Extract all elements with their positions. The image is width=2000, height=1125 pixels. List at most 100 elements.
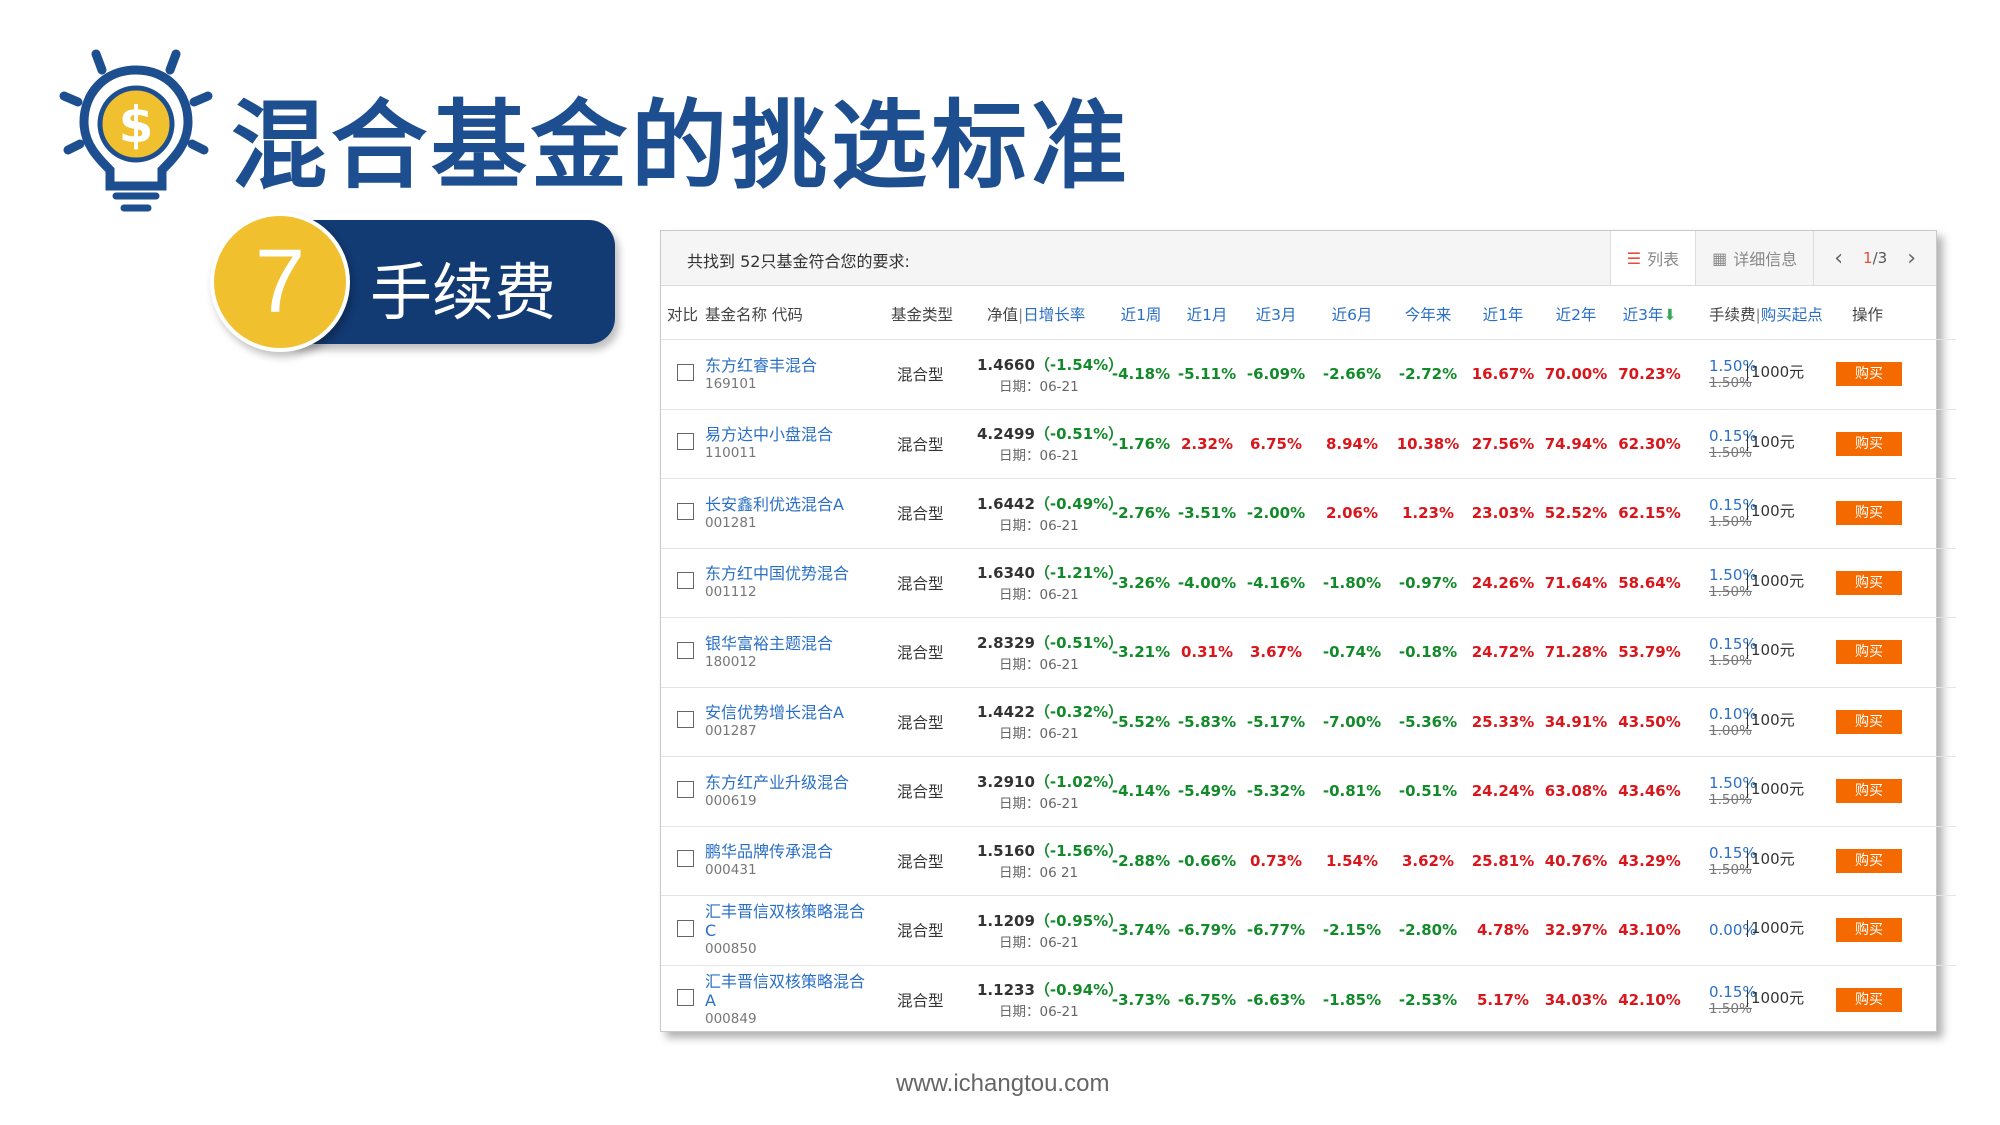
perf-ytd: -2.80% [1390,895,1466,965]
fee-cell: 0.15% 1.50% 100元 [1687,408,1812,479]
compare-checkbox[interactable] [677,502,694,520]
compare-cell [661,408,699,479]
perf-m3: 3.67% [1238,617,1314,687]
buy-button[interactable]: 购买 [1836,501,1902,526]
chevron-left-icon[interactable]: ‹ [1834,245,1844,271]
perf-ytd: -0.97% [1390,547,1466,618]
compare-checkbox[interactable] [677,641,694,659]
perf-w1: -5.52% [1106,686,1176,757]
nav-value: 1.6442 [977,494,1035,513]
buy-button[interactable]: 购买 [1836,918,1902,943]
col-month[interactable]: 近1月 [1186,306,1228,324]
compare-checkbox[interactable] [677,850,694,868]
compare-checkbox[interactable] [677,919,694,937]
perf-w1: -4.18% [1106,339,1176,409]
compare-cell [661,895,699,965]
fund-code: 001281 [705,514,757,531]
fund-code: 110011 [705,445,757,462]
fund-name-link[interactable]: 易方达中小盘混合 [705,425,834,445]
daily-change: （-0.51%） [1034,425,1124,444]
perf-m1: -6.75% [1176,964,1238,1034]
perf-y1: 23.03% [1466,478,1540,548]
buy-button[interactable]: 购买 [1836,709,1902,734]
buy-button[interactable]: 购买 [1836,431,1902,456]
perf-m3: -6.63% [1238,964,1314,1034]
fund-name-cell: 鹏华品牌传承混合 000431 [699,825,871,896]
fund-name-link[interactable]: 东方红产业升级混合 [705,772,850,792]
perf-m1: -4.00% [1176,547,1238,618]
col-week[interactable]: 近1周 [1120,306,1162,324]
fee-cell: 1.50% 1.50% 1000元 [1687,547,1812,618]
perf-w1: -3.74% [1106,895,1176,965]
compare-checkbox[interactable] [677,989,694,1007]
col-6month[interactable]: 近6月 [1331,306,1373,324]
compare-cell [661,686,699,757]
col-2year[interactable]: 近2年 [1555,306,1597,324]
nav-cell: 1.5160（-1.56%） 日期：06 21 [961,825,1123,896]
nav-cell: 2.8329（-0.51%） 日期：06-21 [961,617,1123,687]
perf-y1: 27.56% [1466,408,1540,479]
col-ytd[interactable]: 今年来 [1404,306,1452,324]
fund-name-link[interactable]: 鹏华品牌传承混合 [705,842,834,862]
col-3year[interactable]: 近3年⬇ [1612,289,1687,340]
fund-name-link[interactable]: 安信优势增长混合A [705,703,844,723]
grid-icon: ▦ [1712,248,1728,268]
buy-button[interactable]: 购买 [1836,779,1902,804]
fund-name-link[interactable]: 汇丰晋信双核策略混合A [705,971,866,1010]
fund-table: 对比 基金名称 代码 基金类型 净值|日增长率 近1周 近1月 近3月 近6月 … [661,289,1956,1034]
compare-checkbox[interactable] [677,711,694,729]
compare-checkbox[interactable] [677,433,694,451]
fund-type-cell: 混合型 [871,895,961,965]
fund-code: 000849 [705,1010,757,1027]
perf-y1: 16.67% [1466,339,1540,409]
buy-button[interactable]: 购买 [1836,848,1902,873]
perf-y1: 24.72% [1466,617,1540,687]
nav-cell: 1.6340（-1.21%） 日期：06-21 [961,547,1123,618]
footer-url: www.ichangtou.com [896,1070,1110,1097]
buy-button[interactable]: 购买 [1836,987,1902,1012]
fund-name-link[interactable]: 银华富裕主题混合 [705,633,834,653]
perf-y1: 5.17% [1466,964,1540,1034]
buy-button[interactable]: 购买 [1836,640,1902,665]
result-toolbar: 共找到 52只基金符合您的要求: ☰ 列表 ▦ 详细信息 ‹ 1/3 › [661,231,1936,286]
nav-cell: 1.6442（-0.49%） 日期：06-21 [961,478,1123,548]
fund-name-link[interactable]: 东方红中国优势混合 [705,564,850,584]
col-3month[interactable]: 近3月 [1255,306,1297,324]
daily-change: （-1.21%） [1034,564,1124,583]
nav-cell: 1.4660（-1.54%） 日期：06-21 [961,339,1123,409]
op-cell: 购买 [1812,339,1956,409]
compare-checkbox[interactable] [677,780,694,798]
fund-name-cell: 银华富裕主题混合 180012 [699,617,871,687]
compare-cell [661,756,699,826]
col-minbuy-sort[interactable]: 购买起点 [1760,306,1823,324]
fund-name-link[interactable]: 长安鑫利优选混合A [705,494,844,514]
fee-rate: 1.50% [1709,774,1757,793]
buy-button[interactable]: 购买 [1836,362,1902,387]
col-daily-sort[interactable]: 日增长率 [1023,306,1086,324]
op-cell: 购买 [1812,825,1956,896]
nav-date: 日期：06-21 [999,448,1079,465]
buy-button[interactable]: 购买 [1836,570,1902,595]
fund-name-cell: 易方达中小盘混合 110011 [699,408,871,479]
col-1year[interactable]: 近1年 [1482,306,1524,324]
table-row: 东方红产业升级混合 000619 混合型 3.2910（-1.02%） 日期：06-21… [661,756,1956,826]
chevron-right-icon[interactable]: › [1907,245,1916,271]
nav-value: 3.2910 [977,772,1035,791]
fund-name-cell: 东方红产业升级混合 000619 [699,756,871,826]
fund-name-link[interactable]: 汇丰晋信双核策略混合C [705,902,866,941]
fund-name-cell: 汇丰晋信双核策略混合A 000849 [699,964,871,1034]
compare-checkbox[interactable] [677,363,694,381]
perf-m3: 6.75% [1238,408,1314,479]
fee-cell: 0.10% 1.00% 100元 [1687,686,1812,757]
min-purchase: 100元 [1747,642,1795,659]
nav-date: 日期：06 21 [999,865,1079,882]
compare-checkbox[interactable] [677,572,694,590]
fee-cell: 1.50% 1.50% 1000元 [1687,756,1812,826]
fee-cell: 1.50% 1.50% 1000元 [1687,339,1812,409]
tab-list[interactable]: ☰ 列表 [1609,231,1696,285]
tab-detail[interactable]: ▦ 详细信息 [1695,231,1814,285]
fund-name-link[interactable]: 东方红睿丰混合 [705,355,818,375]
compare-cell [661,617,699,687]
nav-value: 1.4422 [977,703,1035,722]
fund-type: 混合型 [897,922,944,941]
